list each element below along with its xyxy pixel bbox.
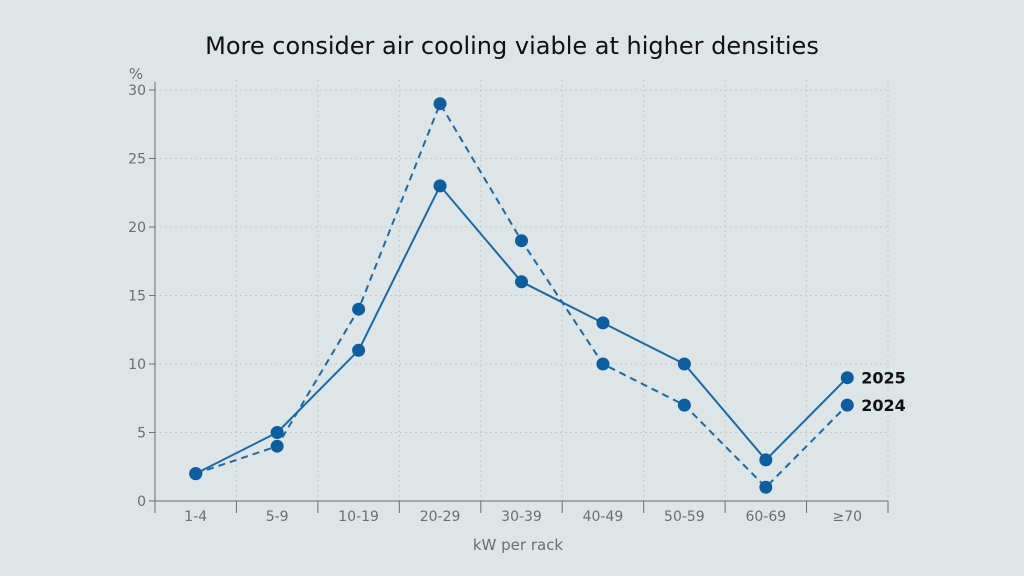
data-point-2025	[189, 467, 203, 481]
data-point-2024	[759, 480, 773, 494]
x-tick-label: ≥70	[833, 509, 863, 525]
data-point-2025	[433, 179, 447, 193]
y-tick-label: 0	[137, 494, 146, 510]
y-tick-label: 5	[137, 426, 146, 442]
y-tick-label: 10	[128, 357, 146, 373]
data-point-2024	[270, 439, 284, 453]
data-point-2024	[677, 398, 691, 412]
legend: 2025 2024	[861, 369, 906, 415]
x-tick-label: 50-59	[664, 509, 705, 525]
series-line-2025	[195, 184, 848, 475]
series	[189, 97, 854, 494]
x-tick-label: 60-69	[745, 509, 786, 525]
legend-label-2025: 2025	[861, 369, 906, 388]
x-tick-label: 10-19	[338, 509, 379, 525]
data-point-2024	[515, 234, 528, 248]
data-point-2025	[840, 371, 854, 385]
x-tick-label: 40-49	[583, 509, 624, 525]
data-point-2025	[352, 343, 366, 357]
data-point-2024	[596, 357, 610, 371]
chart-title: More consider air cooling viable at high…	[205, 32, 819, 60]
axes: % kW per rack 0 5 10 15 20 25 30 1-4 5-9 10-19 20-…	[128, 65, 889, 554]
data-point-2025	[677, 357, 691, 371]
grid	[155, 80, 889, 501]
data-point-2024	[433, 97, 447, 111]
x-tick-label: 20-29	[420, 509, 461, 525]
y-tick-label: 30	[128, 83, 146, 99]
data-point-2024	[840, 398, 854, 412]
x-tick-label: 5-9	[266, 509, 289, 525]
y-tick-label: 15	[128, 289, 146, 305]
legend-label-2024: 2024	[861, 396, 906, 415]
x-tick-label: 30-39	[501, 509, 542, 525]
x-tick-label: 1-4	[184, 509, 207, 525]
y-tick-label: 25	[128, 152, 146, 168]
data-point-2025	[270, 426, 284, 439]
data-point-2025	[759, 453, 773, 467]
data-point-2024	[352, 302, 366, 316]
data-point-2025	[515, 275, 528, 289]
x-axis-title: kW per rack	[473, 536, 564, 554]
data-point-2025	[596, 316, 610, 330]
y-axis-unit: %	[129, 65, 143, 83]
y-tick-label: 20	[128, 220, 146, 236]
